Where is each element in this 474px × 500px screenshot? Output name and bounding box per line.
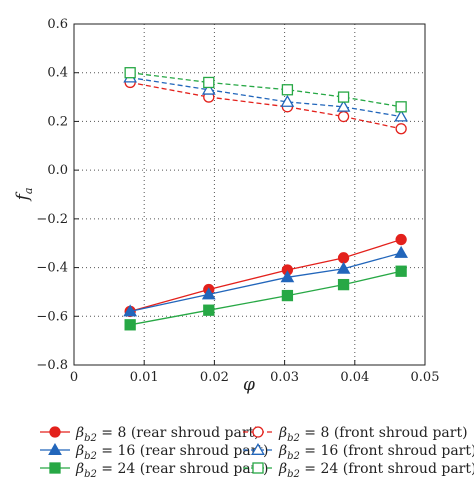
legend-value: = 24 (front shroud part) [300,461,474,477]
data-point [280,94,295,107]
legend-label: βb2 = 16 (front shroud part) [278,443,474,462]
y-tick-label: −0.4 [36,261,68,276]
data-point [395,265,407,277]
x-tick-label: 0.02 [200,370,229,385]
data-point [281,289,294,302]
x-tick-label: 0.05 [411,370,440,385]
data-point [394,245,409,258]
legend-beta-symbol: β [278,461,287,477]
y-axis-label: fa [13,188,35,203]
legend-marker [49,462,61,474]
series-layer [123,67,409,331]
data-point [203,76,215,89]
series-rear-beta-24 [124,265,407,331]
legend-beta-subscript: b2 [287,433,300,444]
series-line [129,238,402,313]
legend-label: βb2 = 16 (rear shroud part) [75,443,269,462]
x-axis-label: φ [243,375,255,395]
data-point [201,287,216,300]
legend-marker [49,426,61,438]
y-tick-label: 0.4 [47,66,68,81]
series-line [130,76,402,118]
y-tick-label: 0.2 [47,114,68,129]
legend-beta-symbol: β [278,443,287,459]
data-point [395,123,407,135]
data-point [280,270,295,283]
legend-marker [48,442,62,455]
legend-label: βb2 = 8 (rear shroud part) [75,425,260,444]
x-tick-label: 0 [70,370,78,385]
legend-value: = 8 (front shroud part) [300,425,468,441]
legend-label: βb2 = 8 (front shroud part) [278,425,468,444]
legend-entry: βb2 = 24 (front shroud part) [243,461,474,480]
legend-label: βb2 = 24 (rear shroud part) [75,461,269,480]
x-tick-label: 0.04 [340,370,369,385]
legend-value: = 16 (rear shroud part) [97,443,269,459]
series-front-beta-24 [124,67,407,113]
y-tick-label: −0.2 [36,212,68,227]
legend-beta-subscript: b2 [287,451,300,462]
legend-value: = 8 (rear shroud part) [97,425,260,441]
axis-ticks: 0 0.01 0.02 0.03 0.04 0.05 −0.8 −0.6 −0.4 −0.2 0.0… [36,17,439,385]
legend-entry: βb2 = 16 (front shroud part) [243,442,474,462]
legend-value: = 24 (rear shroud part) [97,461,269,477]
legend-beta-subscript: b2 [84,469,97,480]
svg-text:fa: fa [13,188,35,203]
series-line [130,252,402,313]
y-tick-label: 0.6 [47,17,68,32]
data-point [123,304,138,317]
series-line [130,81,402,130]
y-axis-label-subscript: a [22,188,35,195]
legend-beta-subscript: b2 [84,433,97,444]
series-front-beta-16 [123,70,409,122]
y-tick-label: −0.6 [36,309,68,324]
series-rear-beta-16 [123,245,409,317]
data-point [336,261,351,274]
data-point [124,67,136,79]
legend-beta-subscript: b2 [287,469,300,480]
legend-entry: βb2 = 16 (rear shroud part) [40,442,269,462]
legend-beta-symbol: β [75,425,84,441]
data-point [281,84,294,96]
legend-marker [252,426,264,438]
series-front-beta-8 [124,76,407,135]
x-tick-label: 0.01 [130,370,159,385]
series-line [130,270,402,326]
data-point [394,109,409,122]
data-point [395,101,407,113]
data-point [337,91,350,103]
data-point [124,319,136,331]
legend: βb2 = 8 (rear shroud part)βb2 = 16 (rear… [40,425,474,480]
data-point [203,304,215,316]
legend-label: βb2 = 24 (front shroud part) [278,461,474,480]
data-point [337,110,350,123]
legend-marker [251,442,265,455]
data-point [337,252,350,264]
legend-value: = 16 (front shroud part) [300,443,474,459]
x-tick-label: 0.03 [270,370,299,385]
series-line [130,72,402,108]
plot-frame [73,23,426,366]
data-point [337,278,350,291]
data-point [395,233,407,246]
legend-entry: βb2 = 24 (rear shroud part) [40,461,269,480]
legend-entry: βb2 = 8 (front shroud part) [243,425,468,444]
legend-marker [252,462,264,474]
legend-beta-subscript: b2 [84,451,97,462]
y-tick-label: −0.8 [36,358,68,373]
legend-beta-symbol: β [75,443,84,459]
data-point [336,99,351,112]
legend-beta-symbol: β [75,461,84,477]
legend-beta-symbol: β [278,425,287,441]
y-tick-label: 0.0 [47,163,68,178]
legend-entry: βb2 = 8 (rear shroud part) [40,425,260,444]
data-point [201,82,216,95]
series-rear-beta-8 [124,233,407,318]
